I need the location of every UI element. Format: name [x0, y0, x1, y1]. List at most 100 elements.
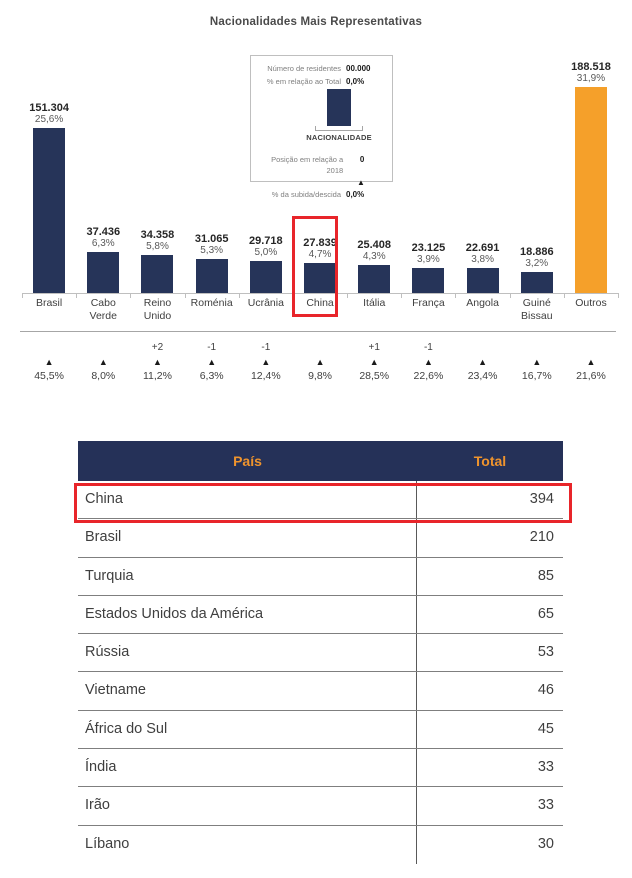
- chart-column-guiné-bissau: 18.886 3,2% Guiné Bissau ▲ 16,7%: [510, 50, 564, 384]
- growth-percent-label: 12,4%: [250, 370, 281, 382]
- table-row: Brasil 210: [78, 519, 563, 558]
- trend-up-triangle-icon: ▲: [153, 357, 162, 367]
- chart-column-cabo-verde: 37.436 6,3% Cabo Verde ▲ 8,0%: [76, 50, 130, 384]
- table-row: Índia 33: [78, 749, 563, 788]
- nationalities-chart: Nacionalidades Mais Representativas 151.…: [20, 16, 619, 384]
- bar-value-label: 31.065: [194, 233, 229, 245]
- bar-percent-label: 5,3%: [200, 245, 224, 256]
- bar-area: 23.125 3,9%: [401, 50, 455, 293]
- legend-axis-bracket: [315, 126, 363, 131]
- bar: [574, 87, 607, 293]
- bar-percent-label: 3,8%: [471, 254, 494, 265]
- position-change-label: +1: [368, 342, 380, 353]
- table-cell-total: 33: [537, 759, 554, 776]
- bar: [249, 261, 282, 293]
- bar-percent-label: 31,9%: [576, 73, 606, 84]
- trend-up-triangle-icon: ▲: [207, 357, 217, 367]
- bar-area: 27.839 4,7%: [293, 50, 347, 293]
- bar: [33, 128, 66, 293]
- legend-position-label: Posição em relação a 2018: [271, 155, 344, 175]
- position-change-label: -1: [207, 342, 217, 353]
- category-label: Guiné Bissau: [521, 297, 553, 323]
- bar-area: 18.886 3,2%: [510, 50, 564, 293]
- table-cell-total: 53: [537, 644, 554, 661]
- bar: [520, 272, 553, 293]
- country-total-table: País Total China 394 Brasil 210 Turquia 85 Est…: [78, 441, 563, 864]
- table-row: Irão 33: [78, 787, 563, 826]
- growth-percent-label: 22,6%: [413, 370, 444, 382]
- bar-value-label: 29.718: [249, 235, 283, 247]
- category-label: Ucrânia: [247, 297, 284, 309]
- trend-up-triangle-icon: ▲: [423, 357, 433, 367]
- table-cell-country: Turquia: [78, 557, 417, 595]
- chart-legend-box: Número de residentes 00.000 % em relação…: [250, 55, 393, 199]
- table-row: Turquia 85: [78, 557, 563, 596]
- axis-tick: [401, 293, 403, 298]
- trend-up-triangle-icon: ▲: [369, 357, 379, 367]
- table-cell-country: Índia: [78, 749, 417, 787]
- trend-up-triangle-icon: ▲: [478, 357, 488, 367]
- table-cell-total: 33: [537, 797, 554, 814]
- bar-value-label: 27.839: [303, 237, 337, 249]
- legend-updown-label: % da subida/descida: [271, 190, 341, 199]
- table-body: China 394 Brasil 210 Turquia 85 Estados Unidos…: [78, 481, 563, 864]
- bar-area: 34.358 5,8%: [130, 50, 184, 293]
- bar: [412, 268, 445, 293]
- axis-tick: [455, 293, 457, 298]
- category-label: Cabo Verde: [89, 297, 117, 323]
- chart-column-itália: 25.408 4,3% Itália +1 ▲ 28,5%: [347, 50, 401, 384]
- table-cell-total: 65: [537, 605, 554, 622]
- bar-value-label: 23.125: [411, 242, 446, 254]
- bar: [304, 263, 337, 293]
- axis-tick: [76, 293, 78, 298]
- legend-residents-value: 00.000: [346, 64, 371, 73]
- position-change-label: +2: [151, 342, 164, 353]
- china-bar-highlight-box: [292, 216, 338, 317]
- table-cell-country: Estados Unidos da América: [78, 595, 417, 634]
- bar-value-label: 22.691: [465, 242, 500, 254]
- table-cell-country: China: [78, 481, 417, 519]
- axis-tick: [22, 293, 23, 298]
- trend-up-triangle-icon: ▲: [98, 357, 108, 367]
- growth-percent-label: 21,6%: [576, 370, 606, 382]
- axis-tick: [347, 293, 349, 298]
- chart-column-ucrânia: 29.718 5,0% Ucrânia -1 ▲ 12,4%: [239, 50, 293, 384]
- bar-area: 29.718 5,0%: [239, 50, 293, 293]
- table-cell-total: 85: [537, 567, 554, 584]
- table-row: China 394: [78, 481, 563, 520]
- bar-area: 25.408 4,3%: [347, 50, 401, 293]
- bar-percent-label: 3,9%: [417, 254, 440, 265]
- bar: [87, 252, 120, 293]
- axis-tick: [509, 293, 511, 298]
- table-cell-country: África do Sul: [78, 710, 417, 749]
- growth-percent-label: 8,0%: [91, 370, 116, 382]
- bar-percent-label: 5,0%: [254, 247, 278, 258]
- legend-residents-label: Número de residentes: [267, 64, 341, 73]
- chart-columns: 151.304 25,6% Brasil ▲ 45,5% 37.436 6,3% Cabo V…: [22, 50, 618, 384]
- china-row-highlight-box: [74, 483, 572, 523]
- axis-tick: [130, 293, 132, 298]
- chart-title: Nacionalidades Mais Representativas: [209, 16, 423, 28]
- bar-percent-label: 5,8%: [146, 241, 169, 252]
- chart-column-frança: 23.125 3,9% França -1 ▲ 22,6%: [401, 50, 455, 384]
- bar-area: 188.518 31,9%: [564, 50, 618, 293]
- legend-trend-triangle-icon: ▲: [357, 178, 365, 187]
- chart-column-brasil: 151.304 25,6% Brasil ▲ 45,5%: [22, 50, 76, 384]
- table-cell-country: Irão: [78, 787, 417, 825]
- bar: [141, 255, 174, 293]
- separator-line: [20, 331, 616, 332]
- bar-percent-label: 25,6%: [34, 114, 64, 125]
- table-header-total: Total: [473, 453, 507, 469]
- table-cell-total: 394: [529, 491, 554, 507]
- bar-value-label: 34.358: [140, 229, 175, 241]
- table-cell-total: 46: [537, 682, 554, 699]
- chart-column-reino-unido: 34.358 5,8% Reino Unido +2 ▲ 11,2%: [130, 50, 184, 384]
- chart-column-angola: 22.691 3,8% Angola ▲ 23,4%: [456, 50, 510, 384]
- growth-percent-label: 16,7%: [521, 370, 552, 382]
- category-label: Brasil: [35, 297, 63, 309]
- legend-position-value: 0: [359, 155, 365, 164]
- table-row: Líbano 30: [78, 825, 563, 864]
- bar-area: 31.065 5,3%: [185, 50, 239, 293]
- bar-percent-label: 4,7%: [308, 249, 332, 260]
- trend-up-triangle-icon: ▲: [261, 357, 271, 367]
